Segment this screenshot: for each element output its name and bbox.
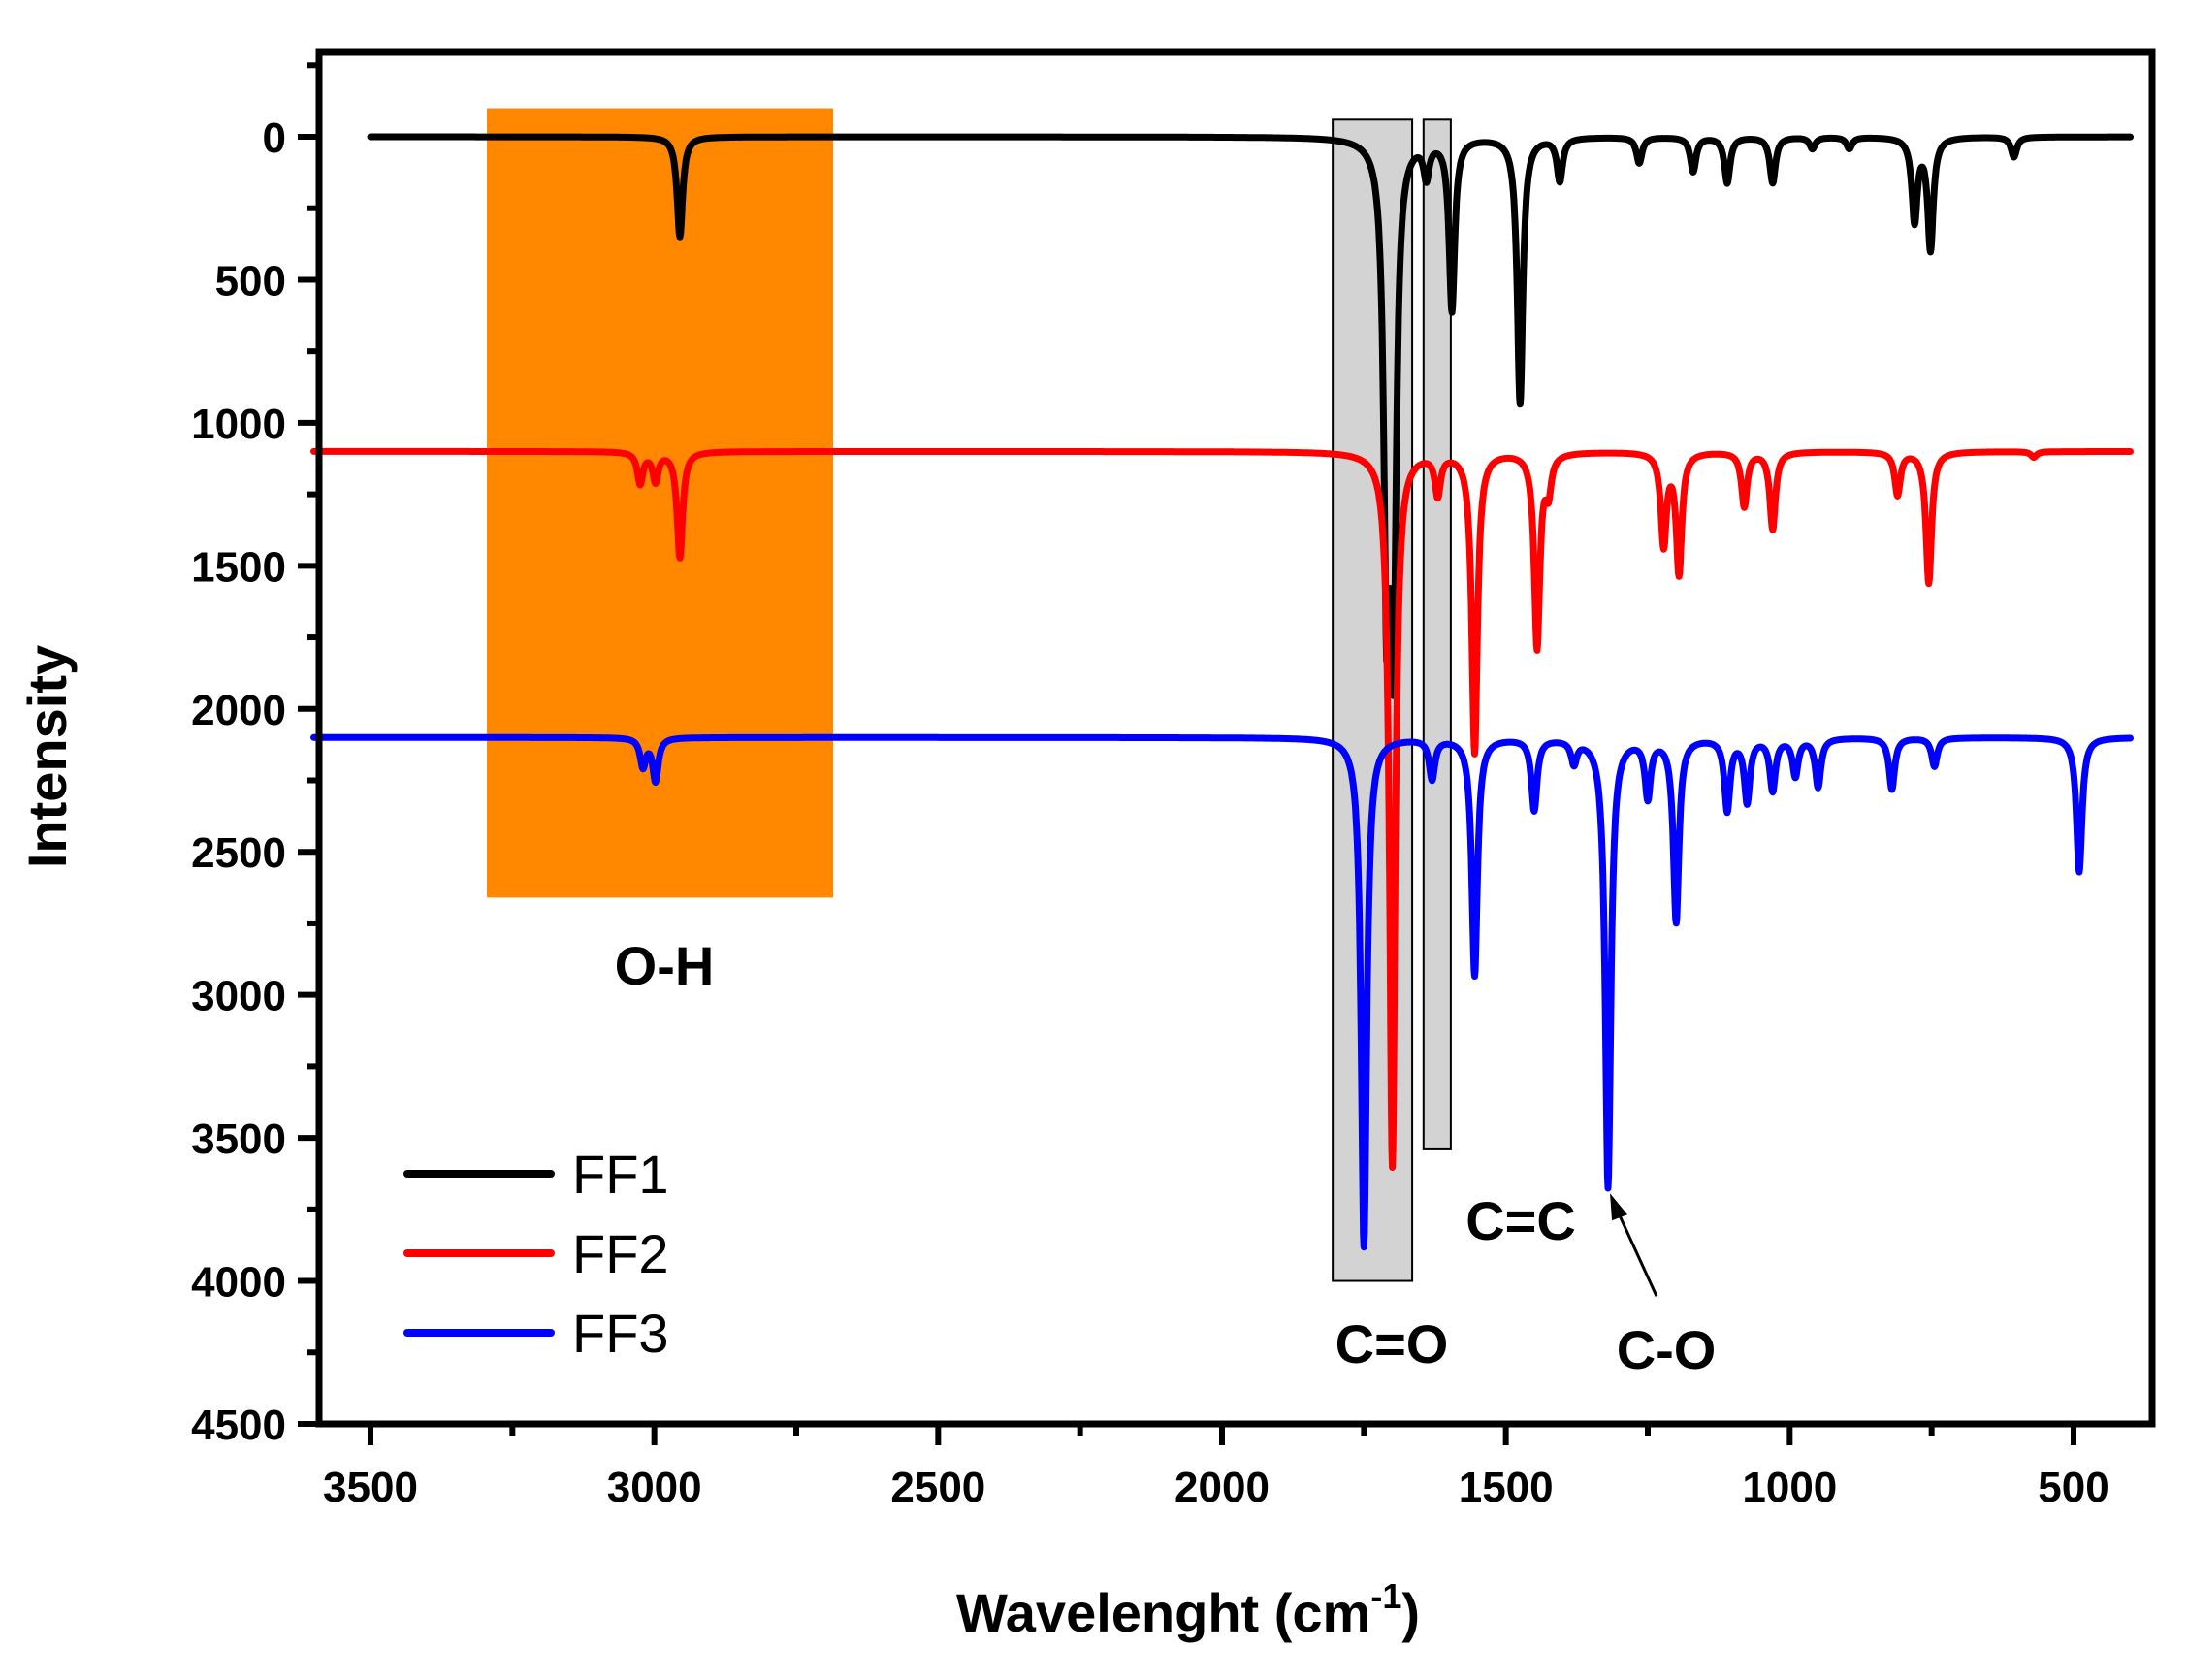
plot-frame [315,48,2156,1428]
legend: FF1 FF2 FF3 [403,1144,669,1364]
x-tick-label: 1500 [1459,1464,1554,1511]
label-c-o: C-O [1617,1319,1717,1380]
y-tick-label: 500 [215,257,286,305]
x-tick-label: 3500 [323,1464,418,1511]
x-tick-label: 1000 [1742,1464,1837,1511]
y-tick-label: 1500 [191,543,286,591]
x-axis-title-suffix: ) [1401,1582,1420,1643]
x-axis-title-main: Wavelenght (cm [956,1582,1370,1643]
x-tick-label: 2500 [890,1464,985,1511]
x-axis-title-superscript: -1 [1370,1576,1401,1616]
series-line-ff1 [367,133,2134,699]
region-c-c [1422,118,1452,1150]
y-tick-label: 2500 [191,829,286,877]
highlight-regions [486,108,1452,1282]
annotation-arrow-line [1612,1202,1658,1297]
y-tick-label: 3500 [191,1115,286,1163]
x-axis-title: Wavelenght (cm-1) [956,1576,1420,1643]
label-c-o: C=O [1335,1313,1449,1374]
series-line-ff2 [310,447,2134,1171]
region-labels: O-H C=O C=C C-O [615,935,1717,1380]
axis-ticks: 3500 3000 2500 2000 1500 1000 500 0 500 1000 1500 2… [191,62,2109,1511]
y-tick-label: 4500 [191,1402,286,1449]
x-tick-label: 2000 [1174,1464,1270,1511]
y-tick-label: 2000 [191,687,286,734]
legend-label-ff2: FF2 [572,1223,669,1284]
y-tick-label: 4000 [191,1259,286,1307]
region-o-h [486,108,834,898]
x-tick-label: 500 [2038,1464,2108,1511]
x-tick-label: 3000 [607,1464,702,1511]
label-o-h: O-H [615,935,715,996]
y-tick-label: 3000 [191,973,286,1020]
legend-label-ff3: FF3 [572,1303,669,1364]
label-c-c: C=C [1465,1190,1576,1251]
legend-label-ff1: FF1 [572,1144,669,1205]
y-tick-label: 1000 [191,401,286,448]
y-tick-label: 0 [263,114,286,162]
annotation-arrow-head [1610,1193,1628,1221]
spectrum-series [310,133,2134,1251]
series-line-ff3 [310,733,2134,1251]
y-axis-title: Intensity [16,645,78,868]
